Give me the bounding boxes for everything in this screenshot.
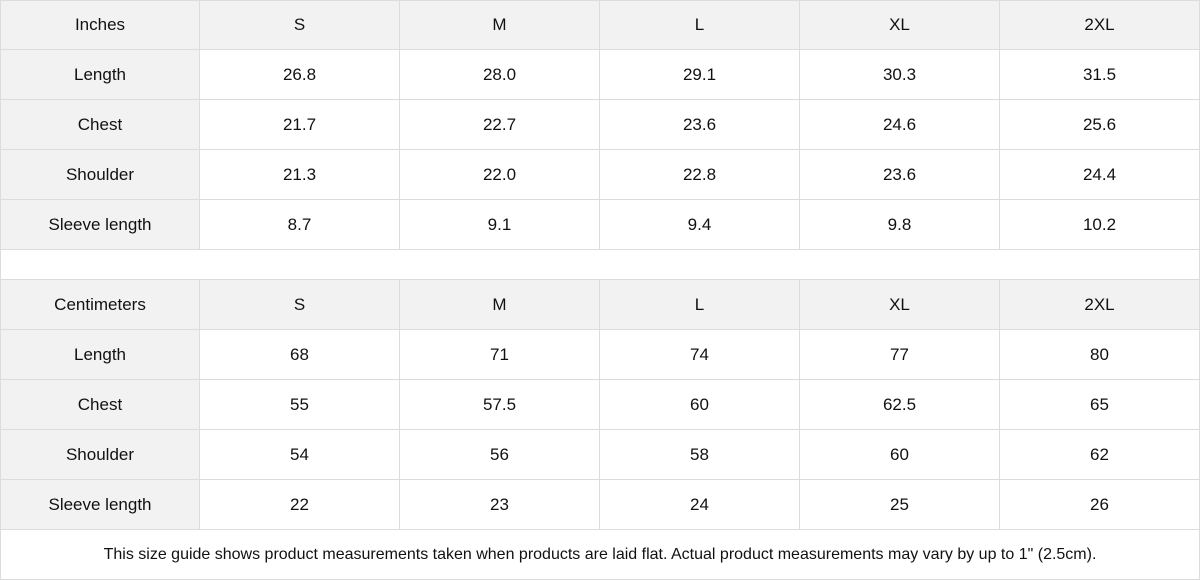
- measurement-value: 60: [800, 430, 1000, 480]
- measurement-label: Length: [0, 50, 200, 100]
- measurement-label: Chest: [0, 100, 200, 150]
- size-header: S: [200, 280, 400, 330]
- table-spacer: [0, 250, 1200, 280]
- measurement-value: 56: [400, 430, 600, 480]
- measurement-value: 26.8: [200, 50, 400, 100]
- unit-header: Inches: [0, 0, 200, 50]
- table-row: Length 68 71 74 77 80: [0, 330, 1200, 380]
- measurement-value: 55: [200, 380, 400, 430]
- inches-table: Inches S M L XL 2XL Length 26.8 28.0 29.1 30.3 31.5…: [0, 0, 1200, 250]
- measurement-value: 65: [1000, 380, 1200, 430]
- table-row: Shoulder 21.3 22.0 22.8 23.6 24.4: [0, 150, 1200, 200]
- measurement-value: 22: [200, 480, 400, 530]
- size-guide-note: This size guide shows product measuremen…: [0, 530, 1200, 580]
- measurement-value: 71: [400, 330, 600, 380]
- measurement-value: 57.5: [400, 380, 600, 430]
- table-row: Shoulder 54 56 58 60 62: [0, 430, 1200, 480]
- measurement-label: Chest: [0, 380, 200, 430]
- measurement-value: 80: [1000, 330, 1200, 380]
- unit-header: Centimeters: [0, 280, 200, 330]
- measurement-value: 77: [800, 330, 1000, 380]
- measurement-value: 62: [1000, 430, 1200, 480]
- measurement-value: 26: [1000, 480, 1200, 530]
- table-header-row: Inches S M L XL 2XL: [0, 0, 1200, 50]
- measurement-value: 30.3: [800, 50, 1000, 100]
- size-header: 2XL: [1000, 0, 1200, 50]
- table-row: Length 26.8 28.0 29.1 30.3 31.5: [0, 50, 1200, 100]
- measurement-value: 24.6: [800, 100, 1000, 150]
- measurement-value: 24.4: [1000, 150, 1200, 200]
- measurement-value: 21.3: [200, 150, 400, 200]
- measurement-value: 9.4: [600, 200, 800, 250]
- size-header: M: [400, 280, 600, 330]
- measurement-label: Sleeve length: [0, 480, 200, 530]
- measurement-value: 62.5: [800, 380, 1000, 430]
- table-row: Sleeve length 22 23 24 25 26: [0, 480, 1200, 530]
- size-header: XL: [800, 280, 1000, 330]
- table-row: Sleeve length 8.7 9.1 9.4 9.8 10.2: [0, 200, 1200, 250]
- size-header: S: [200, 0, 400, 50]
- size-header: M: [400, 0, 600, 50]
- measurement-value: 25: [800, 480, 1000, 530]
- measurement-label: Shoulder: [0, 430, 200, 480]
- size-header: L: [600, 280, 800, 330]
- measurement-value: 68: [200, 330, 400, 380]
- measurement-value: 22.0: [400, 150, 600, 200]
- measurement-value: 23.6: [600, 100, 800, 150]
- measurement-value: 21.7: [200, 100, 400, 150]
- size-header: 2XL: [1000, 280, 1200, 330]
- measurement-label: Sleeve length: [0, 200, 200, 250]
- measurement-value: 9.1: [400, 200, 600, 250]
- measurement-value: 58: [600, 430, 800, 480]
- measurement-value: 8.7: [200, 200, 400, 250]
- table-row: Chest 55 57.5 60 62.5 65: [0, 380, 1200, 430]
- measurement-value: 23.6: [800, 150, 1000, 200]
- measurement-value: 29.1: [600, 50, 800, 100]
- measurement-label: Length: [0, 330, 200, 380]
- table-row: Chest 21.7 22.7 23.6 24.6 25.6: [0, 100, 1200, 150]
- measurement-value: 28.0: [400, 50, 600, 100]
- measurement-value: 74: [600, 330, 800, 380]
- measurement-value: 25.6: [1000, 100, 1200, 150]
- table-header-row: Centimeters S M L XL 2XL: [0, 280, 1200, 330]
- measurement-value: 24: [600, 480, 800, 530]
- centimeters-table: Centimeters S M L XL 2XL Length 68 71 74 77 80 Chest…: [0, 280, 1200, 530]
- size-header: L: [600, 0, 800, 50]
- measurement-value: 31.5: [1000, 50, 1200, 100]
- measurement-value: 23: [400, 480, 600, 530]
- measurement-value: 22.7: [400, 100, 600, 150]
- measurement-value: 60: [600, 380, 800, 430]
- measurement-value: 54: [200, 430, 400, 480]
- measurement-value: 9.8: [800, 200, 1000, 250]
- measurement-value: 22.8: [600, 150, 800, 200]
- measurement-label: Shoulder: [0, 150, 200, 200]
- size-header: XL: [800, 0, 1000, 50]
- measurement-value: 10.2: [1000, 200, 1200, 250]
